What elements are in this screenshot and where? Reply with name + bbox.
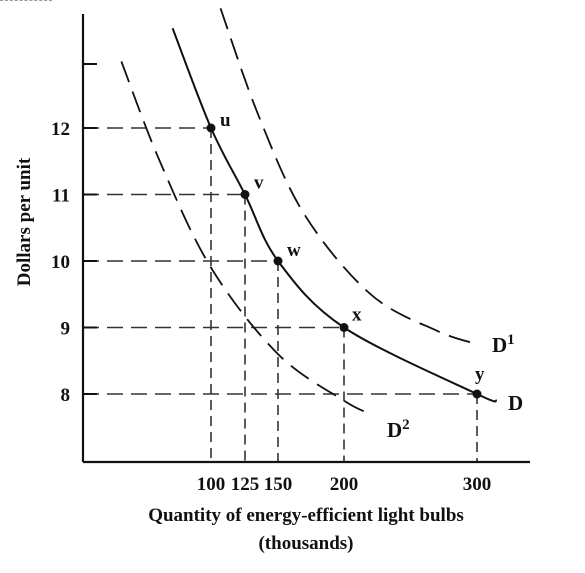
- x-axis-subtitle: (thousands): [258, 533, 353, 554]
- point-y: [473, 390, 482, 399]
- point-label-y: y: [475, 364, 485, 385]
- curve-label-d: D: [508, 391, 523, 415]
- point-label-x: x: [352, 305, 362, 326]
- point-v: [241, 190, 250, 199]
- ticks: 12 11 10 9 8 100 125 150 200 300: [51, 119, 491, 495]
- point-label-w: w: [287, 240, 301, 261]
- curve-d2: [121, 62, 370, 414]
- x-tick-label-200: 200: [330, 474, 359, 495]
- point-label-v: v: [254, 173, 264, 194]
- x-tick-label-100: 100: [197, 474, 226, 495]
- point-x: [340, 323, 349, 332]
- y-tick-label-12: 12: [51, 119, 70, 140]
- x-tick-label-125: 125: [231, 474, 260, 495]
- x-axis-title: Quantity of energy-efficient light bulbs: [148, 505, 464, 526]
- y-tick-label-10: 10: [51, 252, 70, 273]
- y-tick-label-9: 9: [61, 319, 71, 340]
- point-w: [274, 257, 283, 266]
- demand-curves: [121, 8, 496, 414]
- curve-d: [173, 28, 497, 401]
- x-tick-label-150: 150: [264, 474, 293, 495]
- point-u: [207, 124, 216, 133]
- guide-lines: [83, 128, 477, 462]
- curve-label-d2: D2: [387, 417, 410, 442]
- y-axis-title: Dollars per unit: [14, 157, 35, 286]
- labeled-points: u v w x y: [207, 110, 486, 399]
- x-tick-label-300: 300: [463, 474, 492, 495]
- curve-label-d1: D1: [492, 332, 515, 357]
- point-label-u: u: [220, 110, 231, 131]
- y-tick-label-11: 11: [52, 186, 70, 207]
- y-tick-label-8: 8: [61, 385, 71, 406]
